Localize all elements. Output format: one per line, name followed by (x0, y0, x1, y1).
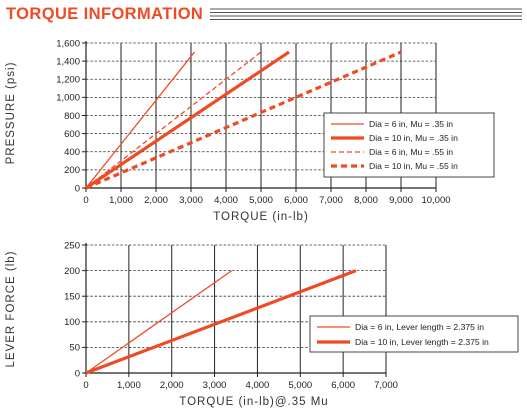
chart2-xtick-label: 6,000 (331, 380, 355, 391)
chart1-series-1-line (85, 51, 196, 189)
chart1-ytick-label: 200 (64, 165, 80, 176)
chart1-ytick-label: 1,600 (56, 38, 80, 49)
chart1-ytick-label: 1,400 (56, 56, 80, 67)
chart1-series-3-line (85, 51, 262, 189)
chart1-legend-entry-1: Dia = 6 in, Mu = .35 in (369, 119, 453, 129)
chart1-x-axis-label: TORQUE (in-lb) (213, 211, 309, 223)
chart1-xtick-label: 8,000 (354, 195, 378, 206)
chart1-xtick-label: 9,000 (389, 195, 413, 206)
chart2-legend-entry-2: Dia = 10 in, Lever length = 2.375 in (355, 337, 489, 347)
chart2-xtick-label: 0 (83, 380, 88, 391)
chart1-xtick-label: 5,000 (249, 195, 273, 206)
chart1-legend-entry-3: Dia = 6 in, Mu = .55 in (369, 147, 453, 157)
chart2-legend-entry-1: Dia = 6 in, Lever length = 2.375 in (355, 322, 484, 332)
chart2-ytick-label: 200 (64, 266, 80, 277)
chart2-xtick-label: 1,000 (117, 380, 141, 391)
chart2-xtick-label: 2,000 (160, 380, 184, 391)
chart1-xtick-label: 10,000 (421, 195, 450, 206)
chart2-y-axis-label: LEVER FORCE (lb) (5, 251, 17, 368)
chart1-series-2-line (85, 50, 290, 190)
chart2-xtick-label: 3,000 (203, 380, 227, 391)
chart2-ytick-label: 100 (64, 317, 80, 328)
chart2-xtick-label: 7,000 (374, 380, 398, 391)
chart2-xtick-label: 5,000 (288, 380, 312, 391)
chart1-xtick-label: 0 (83, 195, 88, 206)
chart2-ytick-label: 50 (69, 343, 80, 354)
title-bar: TORQUE INFORMATION (4, 2, 522, 28)
chart1-xtick-label: 1,000 (109, 195, 133, 206)
chart1-y-axis-label: PRESSURE (psi) (5, 62, 17, 165)
chart2-series-2-line (85, 269, 357, 375)
title-rules (210, 8, 522, 20)
chart1-legend-entry-4: Dia = 10 in, Mu = .55 in (369, 161, 458, 171)
chart1-ytick-label: 0 (75, 183, 80, 194)
chart2-ytick-label: 0 (75, 368, 80, 379)
chart2-x-axis-label: TORQUE (in-lb)@.35 Mu (179, 396, 328, 408)
chart2-legend-box (309, 315, 519, 353)
chart1-series-4-line (85, 50, 402, 190)
chart1-ytick-label: 1,000 (56, 93, 80, 104)
chart1-legend-entry-2: Dia = 10 in, Mu = .35 in (369, 133, 458, 143)
chart2-ytick-label: 250 (64, 240, 80, 251)
chart1-xtick-label: 6,000 (284, 195, 308, 206)
chart1-ytick-label: 1,200 (56, 75, 80, 86)
chart1-xtick-label: 3,000 (179, 195, 203, 206)
page-title: TORQUE INFORMATION (6, 5, 204, 23)
chart2-series-1-line (85, 270, 233, 374)
chart1-xtick-label: 7,000 (319, 195, 343, 206)
chart1-ytick-label: 600 (64, 129, 80, 140)
chart1-ytick-label: 400 (64, 147, 80, 158)
chart2-ytick-label: 150 (64, 292, 80, 303)
chart1-xtick-label: 4,000 (214, 195, 238, 206)
chart1-ytick-label: 800 (64, 111, 80, 122)
chart1-xtick-label: 2,000 (144, 195, 168, 206)
chart2-xtick-label: 4,000 (246, 380, 270, 391)
